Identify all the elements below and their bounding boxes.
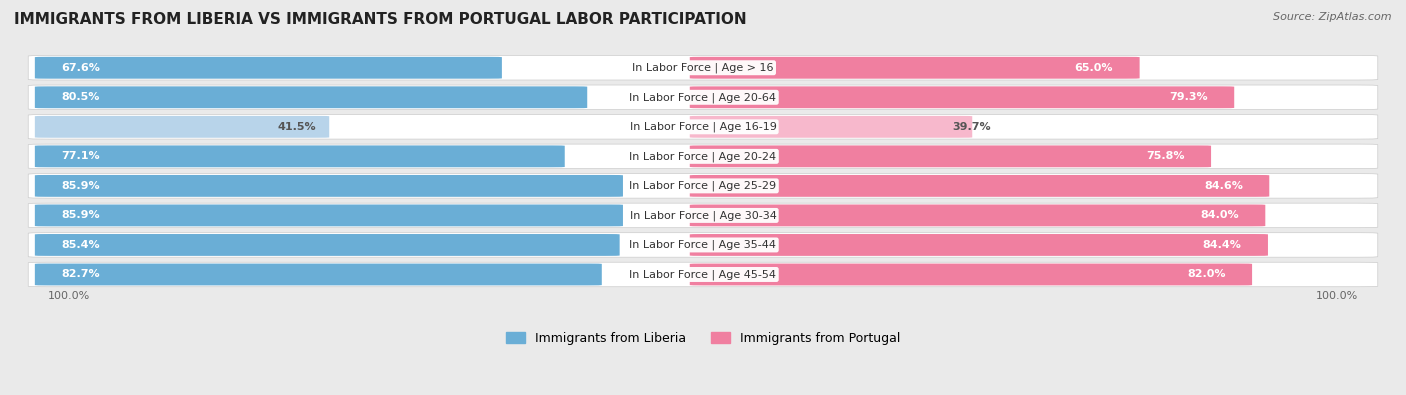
Text: In Labor Force | Age 25-29: In Labor Force | Age 25-29 [630,181,776,191]
Text: 84.6%: 84.6% [1204,181,1243,191]
Text: 75.8%: 75.8% [1146,151,1185,161]
Text: In Labor Force | Age 20-24: In Labor Force | Age 20-24 [630,151,776,162]
FancyBboxPatch shape [690,116,972,138]
FancyBboxPatch shape [35,57,502,79]
Text: 79.3%: 79.3% [1170,92,1208,102]
FancyBboxPatch shape [28,85,1378,109]
Text: 82.0%: 82.0% [1187,269,1226,280]
Text: 85.4%: 85.4% [62,240,100,250]
Text: 82.7%: 82.7% [62,269,100,280]
Text: 41.5%: 41.5% [277,122,316,132]
Text: In Labor Force | Age 30-34: In Labor Force | Age 30-34 [630,210,776,221]
Text: 39.7%: 39.7% [952,122,991,132]
Text: 100.0%: 100.0% [48,291,90,301]
Text: 80.5%: 80.5% [62,92,100,102]
FancyBboxPatch shape [28,203,1378,228]
Text: In Labor Force | Age 16-19: In Labor Force | Age 16-19 [630,122,776,132]
Text: 84.0%: 84.0% [1201,211,1239,220]
FancyBboxPatch shape [35,116,329,138]
Text: Source: ZipAtlas.com: Source: ZipAtlas.com [1274,12,1392,22]
Text: In Labor Force | Age 35-44: In Labor Force | Age 35-44 [630,240,776,250]
FancyBboxPatch shape [28,115,1378,139]
Text: 77.1%: 77.1% [62,151,100,161]
FancyBboxPatch shape [690,57,1140,79]
Text: 67.6%: 67.6% [62,63,100,73]
FancyBboxPatch shape [35,205,623,226]
Legend: Immigrants from Liberia, Immigrants from Portugal: Immigrants from Liberia, Immigrants from… [501,327,905,350]
FancyBboxPatch shape [690,145,1211,167]
FancyBboxPatch shape [690,263,1253,286]
FancyBboxPatch shape [28,174,1378,198]
Text: 100.0%: 100.0% [1316,291,1358,301]
FancyBboxPatch shape [28,262,1378,287]
FancyBboxPatch shape [28,144,1378,169]
Text: 84.4%: 84.4% [1202,240,1241,250]
FancyBboxPatch shape [690,205,1265,226]
Text: 65.0%: 65.0% [1074,63,1114,73]
FancyBboxPatch shape [28,55,1378,80]
FancyBboxPatch shape [35,175,623,197]
FancyBboxPatch shape [35,145,565,167]
FancyBboxPatch shape [690,87,1234,108]
Text: 85.9%: 85.9% [62,181,100,191]
Text: In Labor Force | Age > 16: In Labor Force | Age > 16 [633,62,773,73]
FancyBboxPatch shape [35,234,620,256]
FancyBboxPatch shape [35,263,602,286]
Text: IMMIGRANTS FROM LIBERIA VS IMMIGRANTS FROM PORTUGAL LABOR PARTICIPATION: IMMIGRANTS FROM LIBERIA VS IMMIGRANTS FR… [14,12,747,27]
FancyBboxPatch shape [690,234,1268,256]
Text: 85.9%: 85.9% [62,211,100,220]
Text: In Labor Force | Age 20-64: In Labor Force | Age 20-64 [630,92,776,103]
Text: In Labor Force | Age 45-54: In Labor Force | Age 45-54 [630,269,776,280]
FancyBboxPatch shape [35,87,588,108]
FancyBboxPatch shape [690,175,1270,197]
FancyBboxPatch shape [28,233,1378,257]
